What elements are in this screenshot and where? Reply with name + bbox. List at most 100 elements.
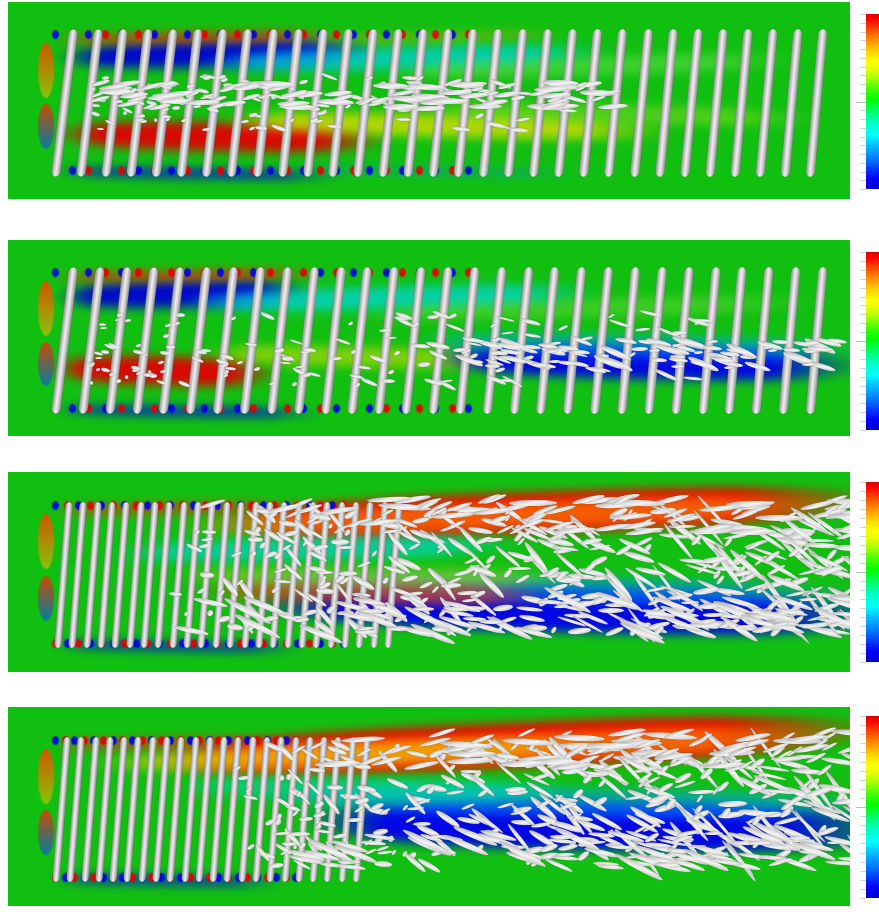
- contour-streak: [250, 30, 258, 40]
- vortex-fragment: [651, 356, 668, 362]
- contour-streak: [157, 873, 165, 883]
- contour-streak: [38, 576, 54, 621]
- vortex-fragment: [177, 379, 191, 388]
- contour-streak: [215, 735, 223, 745]
- colorbar-ticks: [856, 14, 866, 190]
- vortex-tube: [704, 29, 728, 178]
- vortex-fragment: [250, 549, 258, 557]
- vortex-fragment: [430, 531, 455, 559]
- colorbar-tick: [860, 843, 866, 845]
- contour-streak: [134, 166, 142, 176]
- contour-streak: [448, 403, 456, 413]
- colorbar-tick: [860, 518, 866, 519]
- vortex-fragment: [687, 789, 716, 795]
- contour-streak: [244, 735, 252, 745]
- vortex-fragment: [326, 784, 344, 791]
- vortex-fragment: [355, 629, 378, 634]
- contour-streak: [155, 501, 163, 510]
- vortex-fragment: [516, 116, 531, 122]
- contour-streak: [38, 748, 54, 804]
- vortex-tube: [51, 267, 78, 415]
- contour-streak: [316, 166, 324, 176]
- vortex-fragment: [298, 79, 308, 85]
- colorbar-tick: [860, 278, 866, 280]
- vortex-fragment: [205, 608, 215, 617]
- contour-streak: [317, 639, 325, 648]
- vortex-fragment: [514, 574, 530, 585]
- colorbar-tick: [860, 332, 866, 334]
- contour-streak: [134, 268, 142, 278]
- colorbar-tick: [860, 403, 866, 405]
- contour-streak: [52, 735, 59, 745]
- vortex-tube: [724, 267, 747, 415]
- colorbar-tick: [860, 626, 866, 627]
- contour-streak: [118, 166, 126, 176]
- vortex-tube: [185, 267, 212, 415]
- vortex-fragment: [220, 76, 229, 83]
- contour-streak: [415, 403, 423, 413]
- colorbar-tick: [860, 154, 866, 155]
- contour-streak: [38, 281, 54, 336]
- colorbar-tick: [860, 662, 866, 663]
- colorbar-tick: [860, 421, 866, 423]
- colorbar-tick: [860, 770, 866, 772]
- colorbar-tick: [860, 180, 866, 182]
- vortex-fragment: [446, 757, 494, 765]
- contour-streak: [217, 268, 225, 278]
- vortex-fragment: [171, 106, 181, 111]
- vortex-fragment: [718, 800, 747, 807]
- contour-streak: [382, 30, 390, 40]
- vortex-fragment: [382, 103, 419, 110]
- contour-streak: [184, 30, 192, 40]
- colorbar-panel-d: [856, 716, 879, 899]
- colorbar-tick: [860, 14, 866, 15]
- colorbar-tick: [860, 323, 866, 325]
- colorbar-tick: [860, 162, 866, 164]
- contour-streak: [38, 341, 54, 386]
- vortex-tube: [131, 267, 158, 415]
- vortex-fragment: [445, 789, 464, 796]
- vortex-tube: [374, 267, 399, 415]
- colorbar-tick: [856, 341, 866, 342]
- contour-streak: [399, 268, 407, 278]
- vortex-tube: [347, 267, 372, 415]
- colorbar-tick: [860, 743, 866, 745]
- vortex-fragment: [693, 350, 704, 355]
- vortex-fragment: [469, 593, 498, 617]
- vortex-fragment: [269, 862, 283, 868]
- vortex-fragment: [557, 325, 566, 332]
- vortex-fragment: [139, 119, 148, 124]
- contour-streak: [138, 735, 146, 745]
- colorbar-tick: [860, 482, 866, 483]
- vortex-tube: [589, 267, 613, 415]
- vortex-fragment: [597, 607, 624, 614]
- colorbar-tick: [860, 734, 866, 736]
- vortex-fragment: [222, 368, 229, 375]
- colorbar-tick: [860, 287, 866, 289]
- contour-streak: [283, 166, 291, 176]
- vortex-fragment: [240, 119, 250, 125]
- colorbar-tick: [860, 57, 866, 59]
- colorbar-gradient: [866, 14, 879, 189]
- vortex-fragment: [96, 127, 105, 131]
- colorbar-tick: [860, 816, 866, 818]
- vortex-fragment: [403, 760, 439, 772]
- vortex-fragment: [279, 361, 292, 366]
- colorbar-tick: [860, 545, 866, 546]
- vortex-fragment: [100, 349, 109, 355]
- contour-streak: [101, 268, 109, 278]
- contour-streak: [333, 30, 341, 40]
- vortex-fragment: [102, 75, 110, 80]
- contour-streak: [52, 501, 59, 510]
- colorbar-tick: [860, 305, 866, 307]
- vortex-fragment: [201, 529, 216, 535]
- vortex-fragment: [401, 574, 419, 584]
- colorbar-panel-b: [856, 252, 879, 431]
- colorbar-tick: [860, 145, 866, 147]
- contour-streak: [151, 30, 159, 40]
- contour-streak: [202, 639, 209, 648]
- vortex-fragment: [631, 347, 649, 352]
- colorbar-tick: [860, 376, 866, 378]
- isosurface-layer: [8, 2, 850, 199]
